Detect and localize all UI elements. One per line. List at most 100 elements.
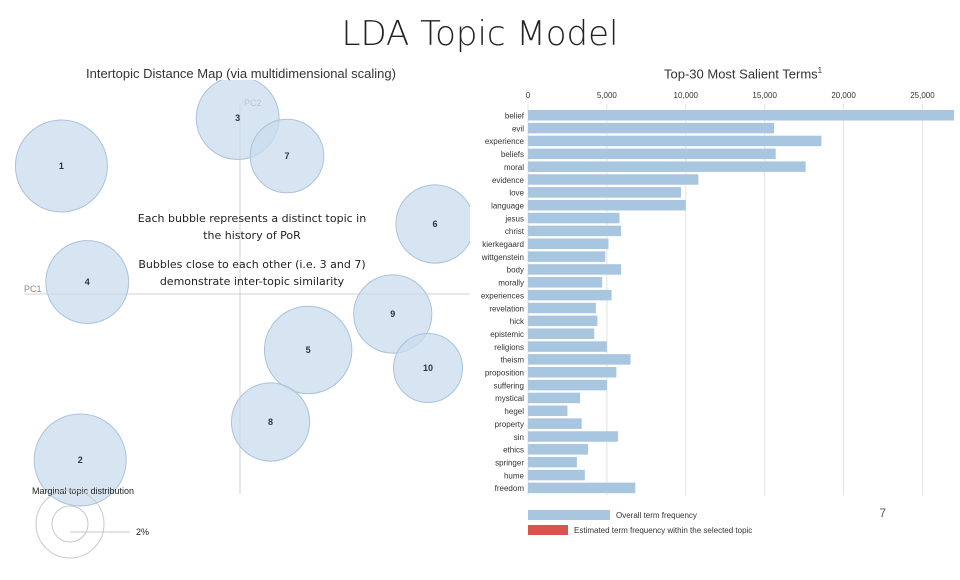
term-label-property: property: [495, 420, 524, 429]
term-bar-freedom: [528, 482, 636, 494]
term-label-evil: evil: [512, 124, 524, 133]
term-bar-body: [528, 264, 622, 275]
term-bar-hume: [528, 469, 585, 481]
term-label-sin: sin: [514, 433, 524, 442]
topic-label-1: 1: [59, 161, 64, 171]
topic-label-3: 3: [235, 113, 240, 123]
term-bar-proposition: [528, 367, 617, 378]
term-bar-beliefs: [528, 148, 776, 160]
topic-bubble-1: [14, 119, 108, 213]
term-bar-revelation: [528, 302, 596, 314]
term-label-beliefs: beliefs: [501, 150, 524, 159]
x-tick-label: 25,000: [910, 91, 935, 100]
term-label-hick: hick: [510, 317, 525, 326]
topic-bubble-4: [45, 240, 130, 324]
salient-terms-title-sup: 1: [817, 66, 823, 75]
topic-bubble-9: [353, 274, 433, 354]
term-label-kierkegaard: kierkegaard: [482, 240, 524, 249]
term-label-moral: moral: [504, 163, 524, 172]
term-label-experience: experience: [485, 137, 525, 146]
term-bar-evil: [528, 122, 775, 134]
term-label-springer: springer: [495, 458, 524, 467]
term-bar-love: [528, 187, 682, 198]
term-bar-religions: [528, 341, 607, 352]
term-label-christ: christ: [505, 227, 525, 236]
topic-label-8: 8: [268, 417, 273, 427]
term-bar-wittgenstein: [528, 251, 606, 262]
term-bar-kierkegaard: [528, 238, 609, 249]
pc1-axis-label: PC1: [24, 284, 42, 294]
x-tick-label: 5,000: [597, 91, 618, 100]
term-bar-hegel: [528, 405, 568, 417]
topic-label-10: 10: [423, 363, 433, 373]
intertopic-map-title: Intertopic Distance Map (via multidimens…: [86, 66, 396, 81]
topic-label-4: 4: [85, 277, 90, 287]
topic-label-2: 2: [78, 455, 83, 465]
topic-label-7: 7: [284, 151, 289, 161]
topic-label-5: 5: [306, 345, 311, 355]
term-bar-morally: [528, 277, 603, 288]
term-label-morally: morally: [498, 279, 524, 288]
term-label-wittgenstein: wittgenstein: [481, 253, 524, 262]
annotation-bubble-topic: Each bubble represents a distinct topic …: [137, 212, 367, 242]
term-label-revelation: revelation: [489, 304, 524, 313]
term-label-jesus: jesus: [504, 214, 524, 223]
salient-terms-title: Top-30 Most Salient Terms1: [664, 66, 823, 82]
x-tick-label: 10,000: [674, 91, 699, 100]
term-label-hegel: hegel: [504, 407, 524, 416]
term-label-freedom: freedom: [495, 484, 525, 493]
topic-bubble-6: [395, 184, 470, 264]
topic-bubble-8: [230, 382, 311, 462]
topic-label-6: 6: [433, 219, 438, 229]
term-bar-ethics: [528, 444, 588, 455]
term-label-experiences: experiences: [481, 291, 524, 300]
term-bar-moral: [528, 161, 806, 172]
legend-label-selected: Estimated term frequency within the sele…: [574, 526, 752, 535]
term-bar-theism: [528, 354, 631, 365]
term-label-belief: belief: [505, 112, 525, 121]
x-tick-label: 15,000: [752, 91, 777, 100]
legend-circle-small: [51, 505, 89, 543]
marginal-distribution-title: Marginal topic distribution: [32, 486, 134, 496]
term-bar-belief: [528, 110, 954, 121]
term-bar-experiences: [528, 289, 612, 301]
term-label-epistemic: epistemic: [490, 330, 524, 339]
term-bar-mystical: [528, 392, 581, 404]
marginal-distribution-tick: 2%: [136, 527, 149, 537]
topic-bubble-7: [249, 118, 325, 194]
term-bar-property: [528, 418, 582, 429]
term-label-language: language: [491, 201, 524, 210]
term-bar-evidence: [528, 174, 699, 185]
slide-title: LDA Topic Model: [341, 14, 619, 54]
page-number: 7: [879, 506, 886, 520]
term-label-religions: religions: [494, 343, 524, 352]
term-label-mystical: mystical: [495, 394, 524, 403]
legend-label-overall: Overall term frequency: [616, 511, 697, 520]
legend-swatch-selected: [528, 525, 568, 535]
term-label-proposition: proposition: [485, 369, 524, 378]
term-bar-sin: [528, 431, 618, 442]
term-bar-experience: [528, 135, 822, 147]
term-bar-hick: [528, 315, 598, 327]
term-label-theism: theism: [500, 356, 524, 365]
term-bar-epistemic: [528, 328, 595, 339]
topic-label-9: 9: [390, 309, 395, 319]
term-label-evidence: evidence: [492, 176, 525, 185]
topic-bubble-5: [263, 305, 353, 395]
term-bar-language: [528, 199, 686, 211]
term-bar-suffering: [528, 379, 607, 391]
term-label-love: love: [509, 189, 524, 198]
x-tick-label: 0: [526, 91, 531, 100]
term-bar-christ: [528, 225, 622, 237]
topic-bubble-10: [393, 333, 463, 403]
legend-swatch-overall: [528, 510, 610, 520]
term-label-body: body: [507, 266, 524, 275]
term-label-suffering: suffering: [493, 381, 524, 390]
term-label-hume: hume: [504, 471, 525, 480]
term-label-ethics: ethics: [503, 446, 524, 455]
x-tick-label: 20,000: [831, 91, 856, 100]
term-bar-jesus: [528, 212, 620, 224]
topic-bubble-2: [33, 413, 127, 507]
term-bar-springer: [528, 456, 577, 468]
